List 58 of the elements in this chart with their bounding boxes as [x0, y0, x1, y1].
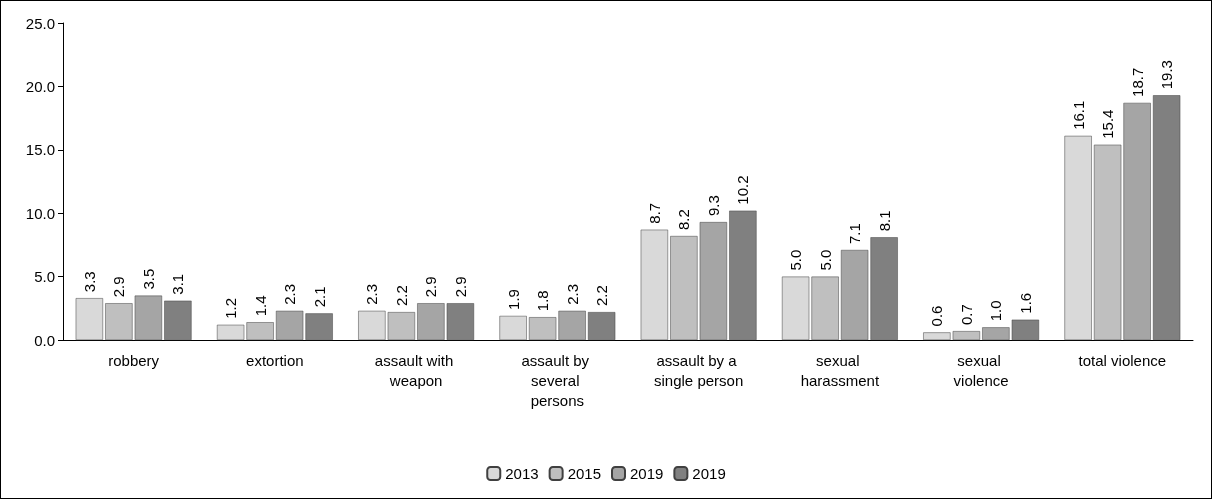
- data-label: 8.2: [675, 209, 693, 231]
- bar: [587, 312, 616, 340]
- y-tick-label: 5.0: [34, 268, 55, 286]
- data-label: 3.5: [139, 268, 157, 290]
- x-tick-label: assault by several persons: [521, 351, 594, 409]
- data-label: 3.3: [80, 271, 98, 293]
- x-tick-label: robbery: [108, 351, 160, 369]
- data-label: 2.1: [310, 286, 328, 308]
- data-label: 2.9: [110, 276, 128, 298]
- data-label: 1.8: [534, 290, 552, 312]
- y-tick-label: 25.0: [25, 14, 55, 32]
- y-tick-label: 10.0: [25, 204, 55, 222]
- data-label: 2.3: [281, 283, 299, 305]
- data-label: 15.4: [1099, 109, 1117, 139]
- bar: [164, 300, 192, 340]
- bar: [499, 315, 527, 340]
- data-label: 1.4: [251, 295, 269, 317]
- y-tick-label: 20.0: [25, 77, 55, 95]
- data-label: 9.3: [704, 195, 722, 217]
- data-label: 1.2: [222, 297, 240, 319]
- data-label: 8.1: [875, 210, 893, 232]
- bar: [729, 210, 757, 340]
- legend-label: 2019: [630, 465, 664, 482]
- data-label: 1.6: [1016, 292, 1034, 314]
- x-tick-label: total violence: [1078, 351, 1167, 369]
- bar: [75, 298, 104, 340]
- bar: [1064, 135, 1092, 340]
- data-label: 2.3: [563, 283, 581, 305]
- legend-label: 2019: [692, 465, 726, 482]
- data-label: 0.7: [957, 304, 975, 326]
- y-tick-label: 0.0: [34, 331, 55, 349]
- data-label: 2.2: [392, 285, 410, 307]
- data-label: 2.9: [422, 276, 440, 298]
- data-label: 5.0: [787, 249, 805, 271]
- data-label: 7.1: [846, 223, 864, 244]
- data-label: 2.2: [593, 285, 611, 307]
- x-tick-label: sexual harassment: [800, 351, 880, 389]
- bar: [640, 229, 669, 340]
- bar: [1152, 95, 1181, 340]
- data-label: 8.7: [645, 202, 663, 224]
- data-label: 18.7: [1128, 67, 1146, 97]
- data-label: 1.0: [987, 300, 1005, 322]
- legend-label: 2013: [505, 465, 539, 482]
- data-label: 16.1: [1069, 100, 1087, 130]
- x-tick-label: assault with weapon: [374, 351, 458, 389]
- data-label: 1.9: [504, 289, 522, 310]
- x-tick-label: extortion: [246, 351, 304, 369]
- data-label: 5.0: [816, 249, 834, 271]
- data-label: 3.1: [169, 273, 187, 295]
- legend-label: 2015: [567, 465, 602, 482]
- x-tick-label: assault by a single person: [654, 351, 744, 389]
- data-label: 0.6: [928, 305, 946, 327]
- data-label: 19.3: [1158, 60, 1176, 90]
- y-tick-label: 15.0: [25, 141, 55, 159]
- data-label: 10.2: [734, 175, 752, 205]
- x-tick-label: sexual violence: [953, 351, 1009, 389]
- data-label: 2.3: [363, 283, 381, 305]
- data-label: 2.9: [451, 276, 469, 298]
